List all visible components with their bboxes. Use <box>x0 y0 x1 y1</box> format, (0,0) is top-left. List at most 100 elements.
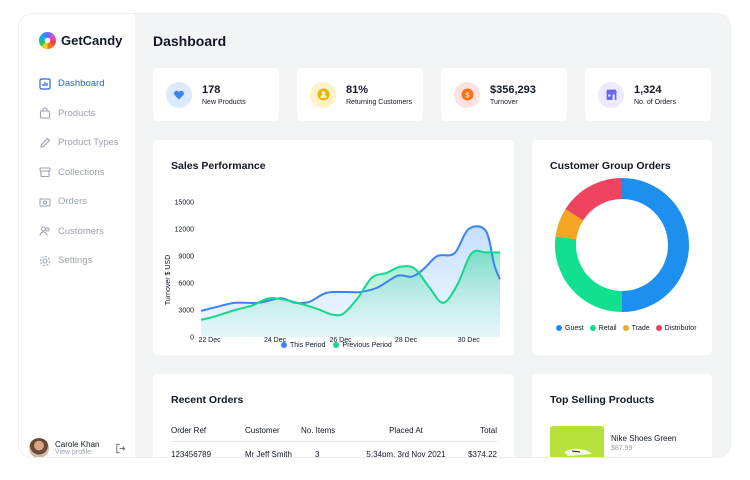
top-selling-products-card: Top Selling Products Nike Shoes Green $8… <box>532 374 712 457</box>
card-title: Customer Group Orders <box>550 160 671 172</box>
sidebar-item-label: Customers <box>58 225 104 237</box>
y-tick-label: 9000 <box>178 254 194 261</box>
sidebar-item-label: Dashboard <box>58 78 105 90</box>
stat-icon-wrap <box>310 81 336 108</box>
store-icon <box>605 89 617 100</box>
stat-icon-wrap <box>166 81 192 108</box>
x-tick-label: 28 Dec <box>395 337 418 344</box>
table-row[interactable]: 123456789 Mr Jeff Smith 3 5:34pm, 3rd No… <box>171 442 497 458</box>
coin-icon: $ <box>461 88 473 101</box>
placed-at-cell: 5:34pm, 3rd Nov 2021 <box>366 450 446 458</box>
customer-group-donut-chart <box>555 178 689 312</box>
sidebar-item-orders[interactable]: Orders <box>39 187 135 217</box>
stat-label: Turnover <box>490 98 518 106</box>
column-header[interactable]: Order Ref <box>171 424 245 442</box>
sidebar-item-label: Collections <box>58 166 105 178</box>
stat-value: 1,324 <box>634 83 662 96</box>
column-header[interactable]: Customer <box>245 424 301 442</box>
y-tick-label: 15000 <box>175 200 195 207</box>
page-title: Dashboard <box>153 33 227 49</box>
column-header[interactable]: No. Items <box>301 424 359 442</box>
stat-card-returning-customers: 81% Returning Customers <box>297 68 423 121</box>
sales-performance-card: Sales Performance Turnover $ USD 0 3000 60… <box>153 140 514 355</box>
customer-cell: Mr Jeff Smith <box>245 450 292 458</box>
previous-period-area <box>201 250 500 337</box>
total-cell: $374.22 <box>468 450 497 458</box>
sidebar-item-label: Orders <box>58 196 88 208</box>
legend-item-guest[interactable]: Guest <box>556 325 584 332</box>
sidebar-item-label: Products <box>58 107 96 119</box>
x-tick-label: 24 Dec <box>264 337 287 344</box>
gear-icon <box>39 255 51 266</box>
donut-slice-distributor[interactable] <box>565 178 622 221</box>
cash-icon <box>39 198 51 207</box>
card-title: Recent Orders <box>171 394 244 406</box>
legend-item-previous-period[interactable]: Previous Period <box>333 342 392 349</box>
y-tick-label: 3000 <box>178 308 194 315</box>
sidebar-item-products[interactable]: Products <box>39 99 135 129</box>
users-icon <box>39 226 50 236</box>
x-tick-label: 22 Dec <box>198 337 221 344</box>
stat-value: 81% <box>346 83 369 96</box>
avatar <box>29 438 49 457</box>
stat-value: $356,293 <box>490 83 536 96</box>
sidebar: GetCandy Dashboard Products Product Type… <box>19 14 135 457</box>
stat-card-new-products: 178 New Products <box>153 68 279 121</box>
y-tick-label: 0 <box>190 335 194 342</box>
archive-icon <box>39 167 51 178</box>
product-name: Nike Shoes Green <box>611 434 677 443</box>
legend-item-this-period[interactable]: This Period <box>281 342 325 349</box>
legend-item-distributor[interactable]: Distributor <box>655 325 697 332</box>
donut-slice-trade[interactable] <box>555 209 584 240</box>
main-content: Dashboard 178 New Products 81% Returning… <box>135 14 730 457</box>
dashboard-icon <box>39 78 51 90</box>
previous-period-line <box>200 249 501 321</box>
donut-slice-retail[interactable] <box>555 236 622 312</box>
column-header[interactable]: Placed At <box>359 424 453 442</box>
sidebar-item-product-types[interactable]: Product Types <box>39 128 135 158</box>
stat-label: No. of Orders <box>634 98 677 106</box>
view-profile-link[interactable]: View profile <box>55 449 92 456</box>
donut-legend: Guest Retail Trade Distributor <box>556 325 697 332</box>
stat-card-orders: 1,324 No. of Orders <box>585 68 711 121</box>
sidebar-item-dashboard[interactable]: Dashboard <box>39 69 135 99</box>
logout-icon[interactable] <box>115 443 126 454</box>
customer-group-orders-card: Customer Group Orders Guest Retail Trade… <box>532 140 712 355</box>
sidebar-item-collections[interactable]: Collections <box>39 158 135 188</box>
sidebar-item-settings[interactable]: Settings <box>39 246 135 276</box>
stat-value: 178 <box>202 83 221 96</box>
logo-text: GetCandy <box>61 33 123 48</box>
logo[interactable]: GetCandy <box>39 32 122 49</box>
legend-item-trade[interactable]: Trade <box>622 325 650 332</box>
sidebar-nav: Dashboard Products Product Types Collect… <box>39 69 135 276</box>
bag-icon <box>39 107 51 119</box>
card-title: Sales Performance <box>171 160 266 172</box>
stat-icon-wrap: $ <box>454 81 480 108</box>
y-tick-label: 12000 <box>175 227 195 234</box>
y-axis-label: Turnover $ USD <box>165 255 172 305</box>
logo-icon <box>39 32 56 49</box>
product-item[interactable]: Nike Shoes Green $87.99 <box>550 426 677 457</box>
legend-item-retail[interactable]: Retail <box>589 325 617 332</box>
items-cell: 3 <box>315 450 320 458</box>
sidebar-item-label: Settings <box>58 255 93 267</box>
product-image <box>550 426 604 457</box>
svg-text:$: $ <box>465 90 470 99</box>
sidebar-item-customers[interactable]: Customers <box>39 217 135 247</box>
recent-orders-card: Recent Orders Order Ref Customer No. Ite… <box>153 374 514 458</box>
heart-icon <box>174 90 184 99</box>
donut-slice-guest[interactable] <box>622 178 689 312</box>
y-tick-label: 6000 <box>178 281 194 288</box>
app-window: GetCandy Dashboard Products Product Type… <box>18 13 731 458</box>
product-price: $87.99 <box>611 445 633 452</box>
user-profile[interactable]: Carole Khan View profile <box>29 438 126 457</box>
table-header-row: Order Ref Customer No. Items Placed At T… <box>171 424 497 442</box>
card-title: Top Selling Products <box>550 394 655 406</box>
column-header[interactable]: Total <box>453 424 497 442</box>
stat-icon-wrap <box>598 81 624 108</box>
stat-card-turnover: $ $356,293 Turnover <box>441 68 567 121</box>
stat-label: Returning Customers <box>346 98 413 106</box>
sales-line-chart: Turnover $ USD 0 3000 6000 9000 12000 15000 2… <box>165 200 501 344</box>
pencil-icon <box>40 137 51 148</box>
sidebar-item-label: Product Types <box>58 137 119 149</box>
